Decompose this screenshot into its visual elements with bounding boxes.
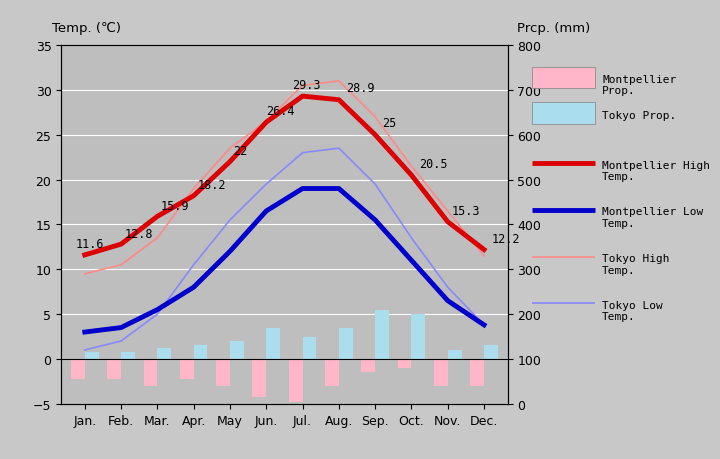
Bar — [397, 359, 411, 368]
Bar — [448, 350, 462, 359]
Bar — [180, 359, 194, 379]
Bar — [266, 328, 280, 359]
Text: 12.2: 12.2 — [491, 233, 520, 246]
Bar — [302, 337, 316, 359]
Bar — [339, 328, 353, 359]
Bar — [411, 314, 426, 359]
Bar — [71, 359, 85, 379]
Text: 11.6: 11.6 — [76, 238, 104, 251]
Bar — [253, 359, 266, 397]
Bar — [107, 359, 121, 379]
Bar — [143, 359, 158, 386]
FancyBboxPatch shape — [531, 103, 595, 125]
Bar — [470, 359, 484, 386]
Bar — [375, 310, 389, 359]
Text: 22: 22 — [233, 145, 248, 158]
Text: Montpellier
Prop.: Montpellier Prop. — [602, 74, 676, 96]
Bar — [289, 359, 302, 402]
Text: Tokyo Prop.: Tokyo Prop. — [602, 110, 676, 120]
Bar — [194, 346, 207, 359]
Bar — [361, 359, 375, 373]
Text: Prcp. (mm): Prcp. (mm) — [516, 22, 590, 35]
Bar — [325, 359, 339, 386]
Bar — [230, 341, 244, 359]
Text: Temp. (℃): Temp. (℃) — [53, 22, 121, 35]
Text: 28.9: 28.9 — [346, 82, 374, 95]
Text: 15.3: 15.3 — [451, 205, 480, 218]
Text: 26.4: 26.4 — [266, 105, 294, 118]
Text: 12.8: 12.8 — [125, 227, 153, 240]
Text: 18.2: 18.2 — [197, 179, 226, 192]
FancyBboxPatch shape — [531, 67, 595, 89]
Text: Montpellier Low
Temp.: Montpellier Low Temp. — [602, 207, 703, 229]
Text: 29.3: 29.3 — [292, 78, 320, 91]
Text: Tokyo Low
Temp.: Tokyo Low Temp. — [602, 300, 663, 322]
Bar — [216, 359, 230, 386]
Bar — [484, 346, 498, 359]
Bar — [434, 359, 448, 386]
Text: 20.5: 20.5 — [419, 157, 447, 170]
Bar — [121, 352, 135, 359]
Text: Montpellier High
Temp.: Montpellier High Temp. — [602, 161, 710, 182]
Text: 15.9: 15.9 — [161, 199, 189, 213]
Bar — [85, 352, 99, 359]
Bar — [158, 348, 171, 359]
Text: 25: 25 — [382, 117, 397, 130]
Text: Tokyo High
Temp.: Tokyo High Temp. — [602, 253, 670, 275]
